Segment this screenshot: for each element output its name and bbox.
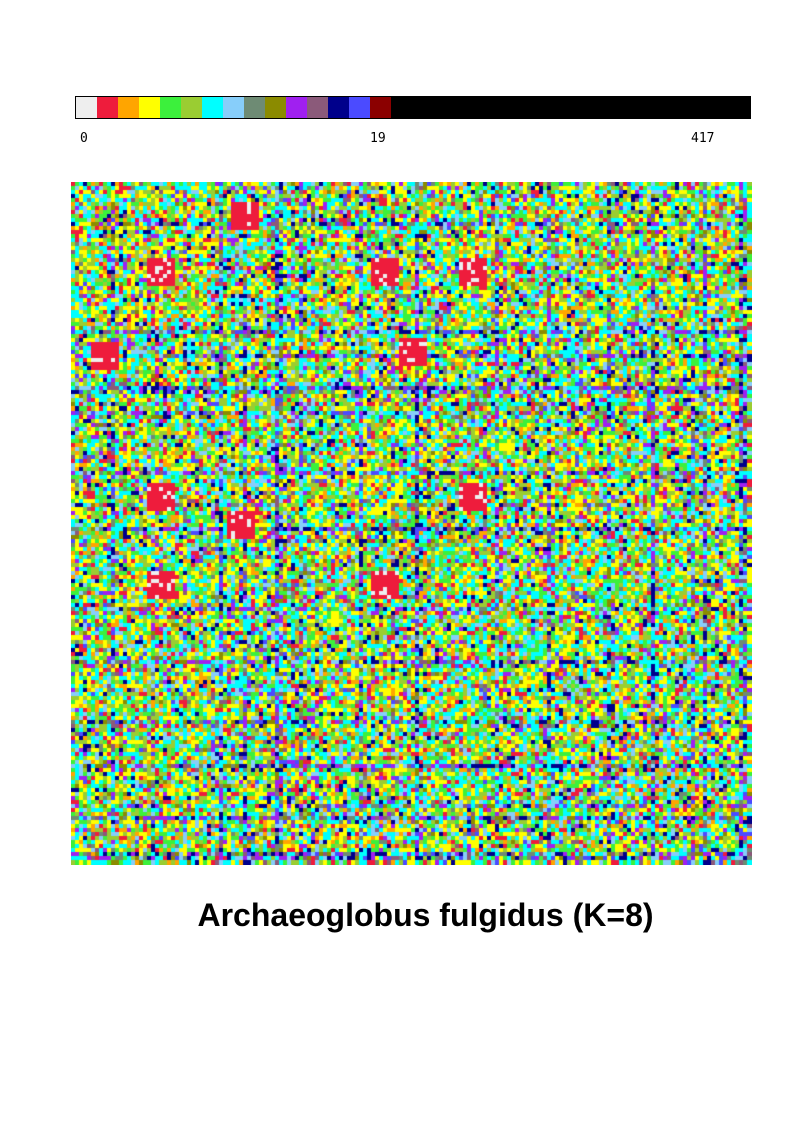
colorbar-segment	[202, 97, 223, 118]
colorbar-overflow-segment	[391, 97, 750, 118]
colorbar-segment	[244, 97, 265, 118]
chart-title: Archaeoglobus fulgidus (K=8)	[197, 897, 654, 933]
colorbar-segment	[118, 97, 139, 118]
colorbar	[75, 96, 751, 119]
colorbar-tick-mid: 19	[370, 131, 386, 146]
colorbar-segment	[160, 97, 181, 118]
colorbar-segment	[286, 97, 307, 118]
colorbar-segment	[223, 97, 244, 118]
colorbar-tick-max: 417	[691, 131, 715, 146]
colorbar-segment	[265, 97, 286, 118]
colorbar-segment	[328, 97, 349, 118]
colorbar-segment	[307, 97, 328, 118]
heatmap-canvas	[71, 182, 752, 865]
colorbar-segment	[181, 97, 202, 118]
colorbar-segment	[76, 97, 97, 118]
colorbar-segment	[349, 97, 370, 118]
colorbar-segment	[139, 97, 160, 118]
colorbar-tick-min: 0	[80, 131, 88, 146]
colorbar-segment	[97, 97, 118, 118]
heatmap-plot	[71, 182, 752, 865]
colorbar-segment	[370, 97, 391, 118]
